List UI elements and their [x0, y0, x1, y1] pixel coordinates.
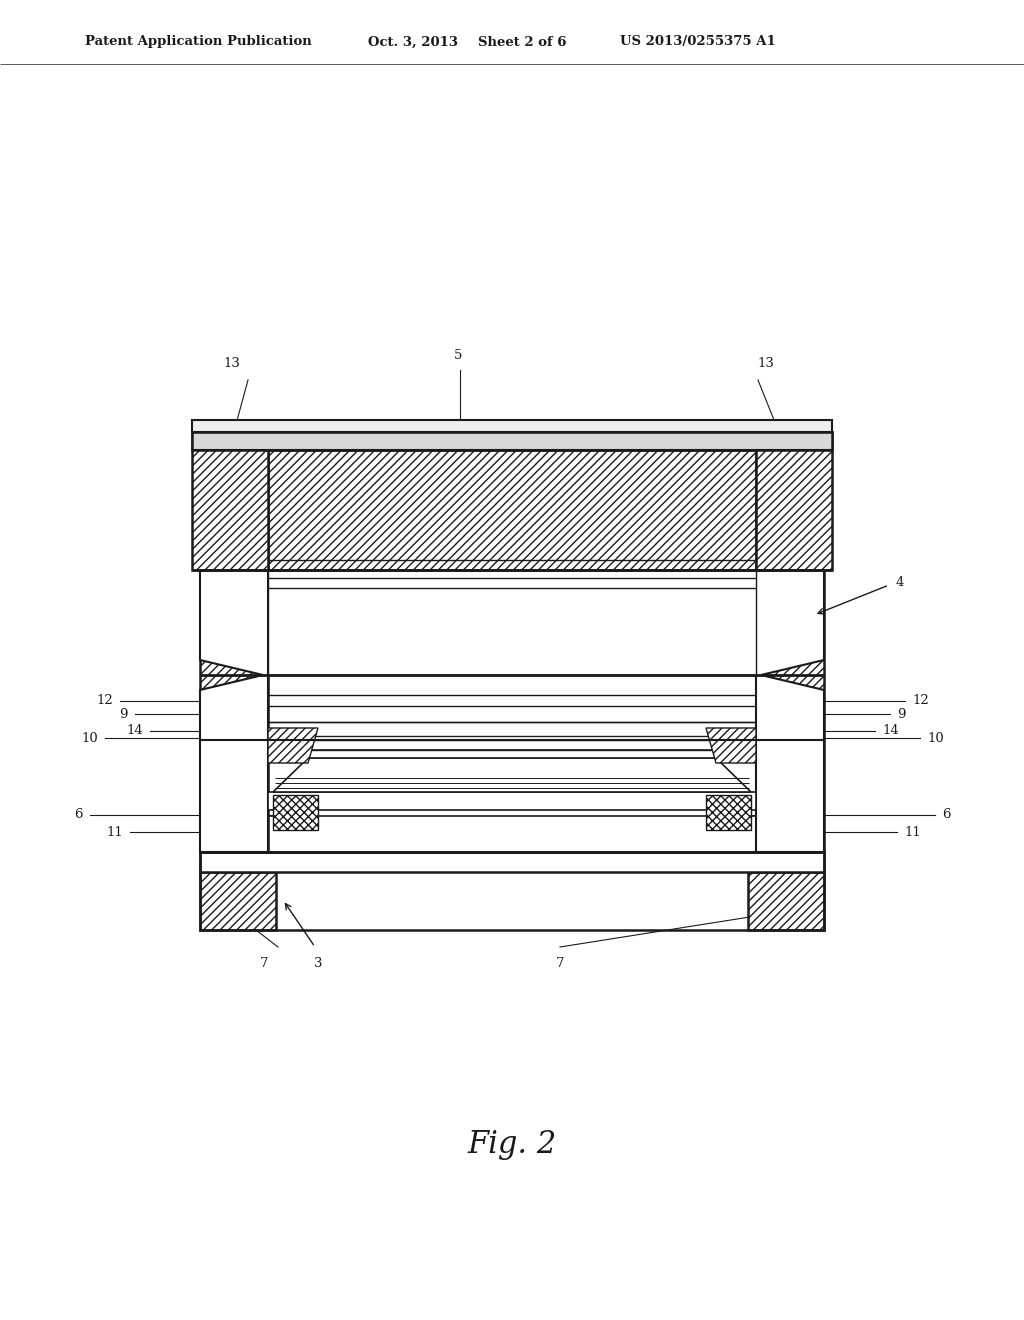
Text: 6: 6 [75, 808, 83, 821]
Polygon shape [200, 570, 268, 851]
Text: US 2013/0255375 A1: US 2013/0255375 A1 [620, 36, 776, 49]
Bar [200, 851, 824, 931]
Bar [273, 795, 318, 830]
Polygon shape [273, 758, 751, 792]
Text: 6: 6 [942, 808, 950, 821]
Text: 10: 10 [81, 731, 98, 744]
Text: 11: 11 [904, 825, 921, 838]
Text: 13: 13 [223, 356, 241, 370]
Bar [193, 432, 268, 570]
Bar [268, 792, 756, 810]
Polygon shape [756, 570, 824, 851]
Text: 5: 5 [454, 348, 462, 362]
Polygon shape [268, 729, 318, 763]
Polygon shape [756, 570, 824, 851]
Bar [308, 750, 716, 758]
Text: 7: 7 [556, 957, 564, 970]
Text: 12: 12 [912, 694, 929, 708]
Text: Patent Application Publication: Patent Application Publication [85, 36, 311, 49]
Text: 9: 9 [120, 708, 128, 721]
Polygon shape [200, 570, 268, 851]
Text: Oct. 3, 2013: Oct. 3, 2013 [368, 36, 458, 49]
Text: 12: 12 [96, 694, 113, 708]
Bar [193, 420, 831, 432]
Bar [268, 570, 756, 675]
Text: 4: 4 [896, 577, 904, 590]
Bar [200, 851, 824, 873]
Text: 13: 13 [758, 356, 774, 370]
Text: 14: 14 [882, 725, 899, 738]
Bar [268, 450, 756, 570]
Polygon shape [200, 873, 276, 931]
Polygon shape [748, 873, 824, 931]
Text: Fig. 2: Fig. 2 [467, 1129, 557, 1159]
Bar [268, 570, 756, 851]
Text: 10: 10 [927, 731, 944, 744]
Text: 3: 3 [313, 957, 323, 970]
Text: 14: 14 [126, 725, 143, 738]
Text: 11: 11 [106, 825, 123, 838]
Text: Sheet 2 of 6: Sheet 2 of 6 [478, 36, 566, 49]
Text: 7: 7 [260, 957, 268, 970]
Polygon shape [706, 729, 756, 763]
Bar [756, 432, 831, 570]
Text: 9: 9 [897, 708, 905, 721]
Bar [706, 795, 751, 830]
Bar [193, 432, 831, 450]
